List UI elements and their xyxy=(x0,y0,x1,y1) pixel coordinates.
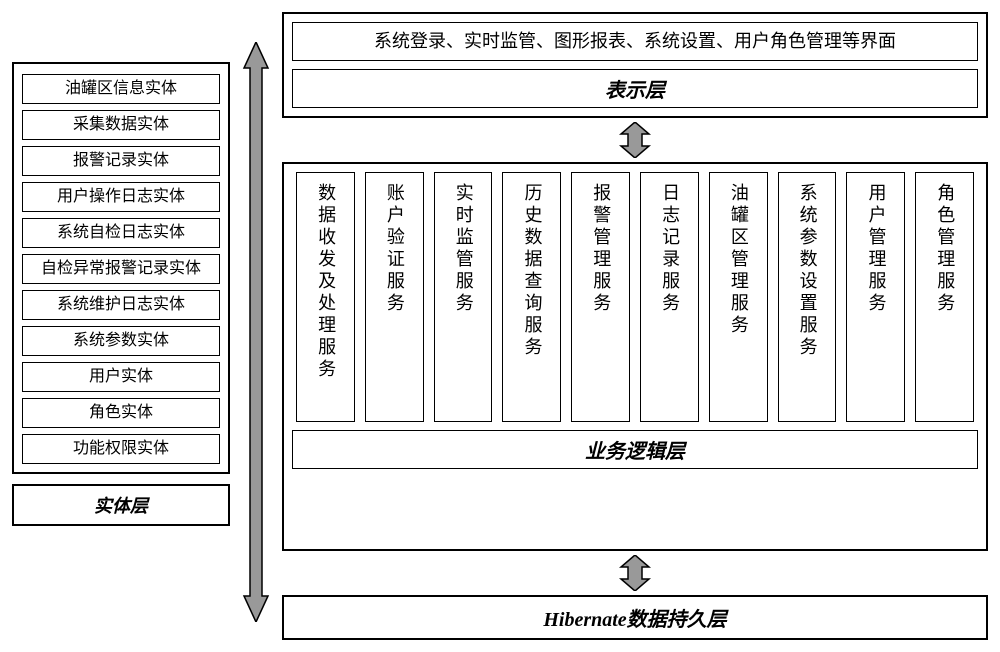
service-box: 报警管理服务 xyxy=(571,172,630,422)
service-box: 实时监管服务 xyxy=(434,172,493,422)
entity-item: 系统维护日志实体 xyxy=(22,290,220,320)
service-label: 油罐区管理服务 xyxy=(726,183,749,337)
layers-column: 系统登录、实时监管、图形报表、系统设置、用户角色管理等界面 表示层 数据收发及处… xyxy=(282,12,988,640)
entity-item: 系统参数实体 xyxy=(22,326,220,356)
architecture-diagram: 油罐区信息实体 采集数据实体 报警记录实体 用户操作日志实体 系统自检日志实体 … xyxy=(12,12,988,640)
business-layer-box: 数据收发及处理服务 账户验证服务 实时监管服务 历史数据查询服务 报警管理服务 … xyxy=(282,162,988,551)
presentation-layer-label: 表示层 xyxy=(292,69,978,108)
connector-row xyxy=(282,555,988,591)
service-label: 实时监管服务 xyxy=(451,183,474,315)
entity-item: 采集数据实体 xyxy=(22,110,220,140)
service-box: 油罐区管理服务 xyxy=(709,172,768,422)
services-row: 数据收发及处理服务 账户验证服务 实时监管服务 历史数据查询服务 报警管理服务 … xyxy=(292,172,978,422)
double-arrow-down-icon xyxy=(615,122,655,158)
service-label: 报警管理服务 xyxy=(589,183,612,315)
entity-item: 用户操作日志实体 xyxy=(22,182,220,212)
entity-column: 油罐区信息实体 采集数据实体 报警记录实体 用户操作日志实体 系统自检日志实体 … xyxy=(12,12,230,526)
entity-item: 功能权限实体 xyxy=(22,434,220,464)
service-label: 数据收发及处理服务 xyxy=(314,183,337,381)
double-arrow-down-icon xyxy=(615,555,655,591)
entity-item: 用户实体 xyxy=(22,362,220,392)
entity-item: 油罐区信息实体 xyxy=(22,74,220,104)
service-label: 角色管理服务 xyxy=(933,183,956,315)
service-box: 历史数据查询服务 xyxy=(502,172,561,422)
interface-list-box: 系统登录、实时监管、图形报表、系统设置、用户角色管理等界面 xyxy=(292,22,978,61)
business-layer-label: 业务逻辑层 xyxy=(292,430,978,469)
vertical-connector xyxy=(238,12,274,612)
entity-item: 角色实体 xyxy=(22,398,220,428)
double-arrow-vertical-icon xyxy=(238,42,274,622)
connector-row xyxy=(282,122,988,158)
presentation-layer-box: 系统登录、实时监管、图形报表、系统设置、用户角色管理等界面 表示层 xyxy=(282,12,988,118)
service-box: 日志记录服务 xyxy=(640,172,699,422)
entity-item: 报警记录实体 xyxy=(22,146,220,176)
entity-item: 系统自检日志实体 xyxy=(22,218,220,248)
service-box: 账户验证服务 xyxy=(365,172,424,422)
service-box: 系统参数设置服务 xyxy=(778,172,837,422)
service-box: 数据收发及处理服务 xyxy=(296,172,355,422)
service-box: 角色管理服务 xyxy=(915,172,974,422)
entity-list-box: 油罐区信息实体 采集数据实体 报警记录实体 用户操作日志实体 系统自检日志实体 … xyxy=(12,62,230,474)
service-label: 历史数据查询服务 xyxy=(520,183,543,359)
service-label: 日志记录服务 xyxy=(658,183,681,315)
service-label: 用户管理服务 xyxy=(864,183,887,315)
service-box: 用户管理服务 xyxy=(846,172,905,422)
entity-layer-label: 实体层 xyxy=(12,484,230,526)
entity-item: 自检异常报警记录实体 xyxy=(22,254,220,284)
service-label: 账户验证服务 xyxy=(383,183,406,315)
persistence-layer-box: Hibernate数据持久层 xyxy=(282,595,988,640)
service-label: 系统参数设置服务 xyxy=(795,183,818,359)
